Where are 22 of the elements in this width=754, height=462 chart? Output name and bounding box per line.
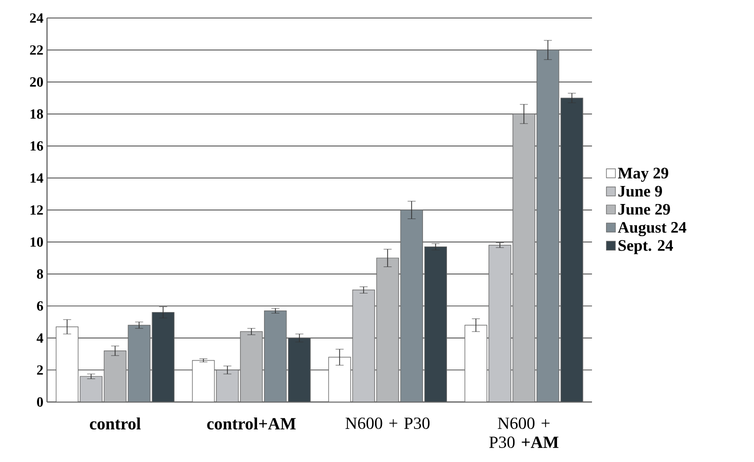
y-tick-label: 4 <box>36 333 44 343</box>
x-tick-label: N600 + P30 +AM <box>489 418 558 448</box>
legend-label: August 24 <box>618 222 686 236</box>
legend-label: May 29 <box>618 168 668 182</box>
y-tick-label: 14 <box>30 173 44 183</box>
legend-label: June 9 <box>618 186 662 197</box>
y-tick-label: 20 <box>30 77 43 87</box>
legend-label: June 29 <box>618 204 670 215</box>
x-tick-label: N600 + P30 <box>346 418 430 429</box>
y-tick-label: 8 <box>36 269 44 279</box>
y-tick-label: 18 <box>30 109 44 119</box>
y-tick-label: 24 <box>30 13 44 23</box>
legend-label: Sept. 24 <box>618 240 673 254</box>
y-tick-label: 0 <box>37 397 43 407</box>
y-tick-label: 16 <box>30 141 44 151</box>
y-tick-label: 6 <box>36 301 44 311</box>
x-tick-label: control <box>90 418 141 430</box>
y-tick-label: 12 <box>30 205 43 215</box>
y-tick-label: 22 <box>30 45 43 55</box>
x-tick-label: control+AM <box>207 418 296 430</box>
y-tick-label: 2 <box>37 365 43 375</box>
y-tick-label: 10 <box>30 237 43 247</box>
